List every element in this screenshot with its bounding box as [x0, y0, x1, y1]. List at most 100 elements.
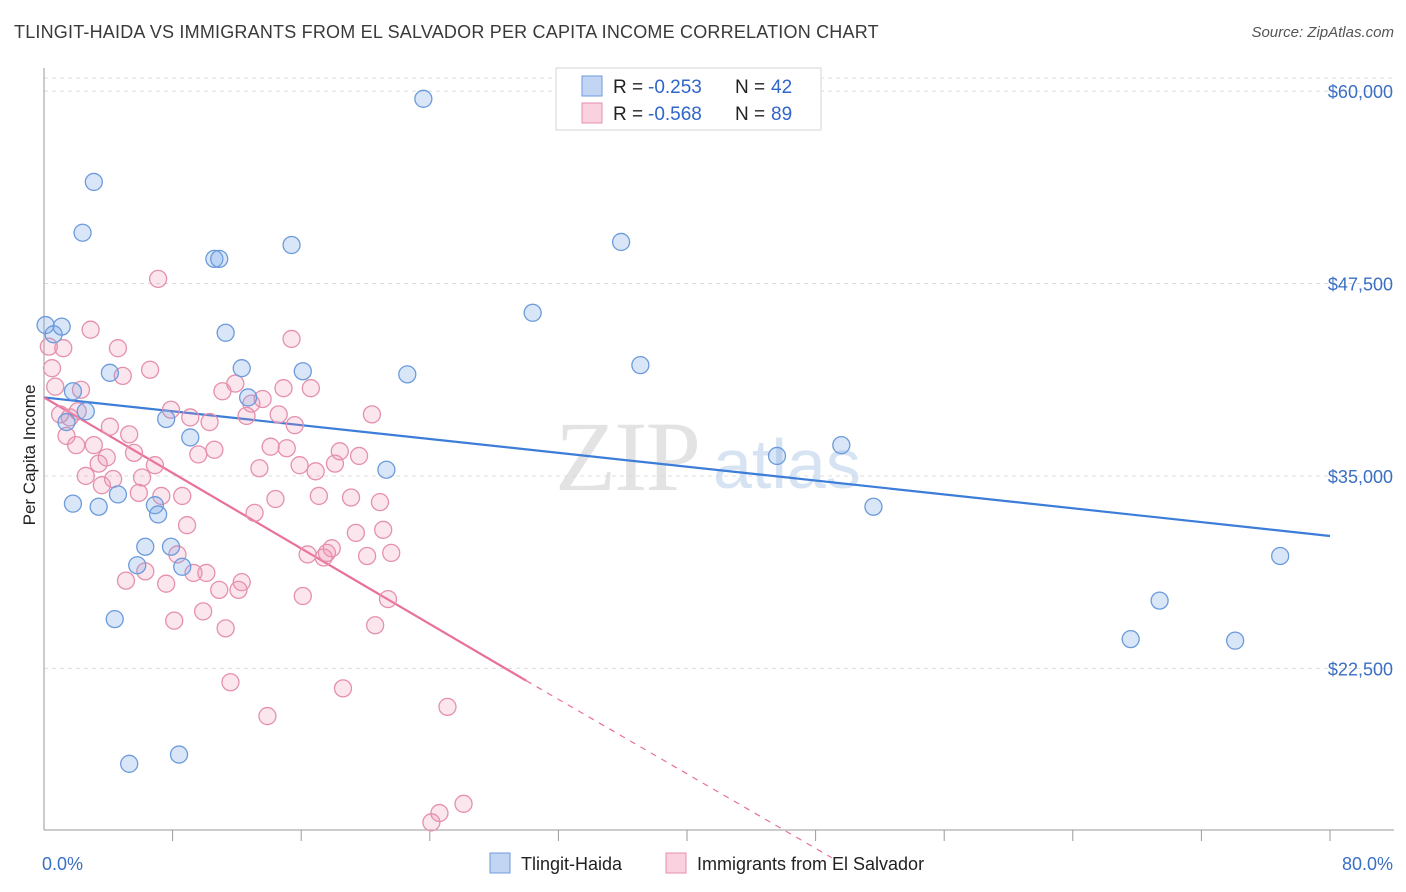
point-el-salvador-72: [333, 679, 353, 698]
y-tick-label-1: $47,500: [1328, 275, 1393, 295]
point-tlingit-haida-32: [414, 89, 433, 108]
y-axis-label: Per Capita Income: [20, 385, 39, 526]
point-el-salvador-16: [108, 339, 128, 358]
legend-swatch-pink: [581, 102, 603, 124]
point-el-salvador-75: [349, 446, 369, 466]
point-el-salvador-34: [181, 408, 200, 427]
point-el-salvador-60: [285, 415, 304, 435]
point-el-salvador-14: [100, 417, 120, 436]
point-el-salvador-82: [382, 543, 401, 563]
point-el-salvador-65: [306, 462, 325, 481]
point-tlingit-haida-19: [161, 537, 181, 556]
point-el-salvador-73: [341, 488, 361, 507]
point-el-salvador-64: [301, 379, 320, 398]
trend-line-tlingit-haida: [43, 396, 1331, 538]
point-tlingit-haida-25: [216, 323, 235, 342]
point-tlingit-haida-37: [832, 436, 851, 455]
series-tlingit-haida-points: [36, 89, 1290, 773]
point-tlingit-haida-38: [864, 497, 883, 516]
point-el-salvador-57: [274, 379, 293, 398]
point-tlingit-haida-36: [767, 446, 787, 466]
point-tlingit-haida-11: [105, 609, 124, 629]
legend-swatch-blue: [581, 75, 603, 97]
point-el-salvador-77: [362, 405, 382, 424]
point-el-salvador-76: [357, 546, 377, 566]
point-el-salvador-27: [152, 486, 171, 506]
point-tlingit-haida-8: [84, 172, 103, 192]
point-tlingit-haida-6: [63, 494, 83, 513]
point-el-salvador-74: [346, 523, 366, 543]
y-tick-labels: $60,000 $47,500 $35,000 $22,500: [1328, 82, 1393, 679]
point-el-salvador-35: [184, 563, 203, 583]
legend-r-value-pink: -0.568: [648, 104, 702, 125]
point-tlingit-haida-3: [57, 412, 76, 432]
series-legend-swatch-pink: [665, 852, 687, 874]
legend-r-value-blue: -0.253: [648, 77, 702, 98]
point-tlingit-haida-10: [100, 363, 120, 382]
point-el-salvador-61: [290, 456, 309, 475]
point-el-salvador-84: [430, 803, 449, 823]
point-tlingit-haida-4: [63, 382, 83, 401]
point-el-salvador-37: [193, 602, 213, 621]
point-el-salvador-1: [42, 359, 62, 378]
point-el-salvador-40: [205, 440, 224, 459]
point-tlingit-haida-41: [1226, 631, 1245, 650]
watermark: ZIP atlas: [555, 401, 861, 512]
point-el-salvador-87: [54, 339, 73, 358]
point-tlingit-haida-24: [210, 249, 229, 269]
point-tlingit-haida-42: [1271, 546, 1290, 566]
correlation-legend-box: [555, 67, 822, 131]
legend-r-label-blue: R =: [613, 77, 643, 98]
point-tlingit-haida-35: [631, 355, 650, 375]
point-el-salvador-81: [378, 589, 398, 609]
point-el-salvador-45: [226, 374, 245, 393]
point-el-salvador-6: [67, 436, 86, 455]
point-tlingit-haida-7: [73, 223, 92, 242]
point-tlingit-haida-18: [157, 409, 176, 429]
point-el-salvador-80: [374, 520, 393, 539]
point-el-salvador-43: [216, 619, 235, 638]
point-el-salvador-50: [245, 503, 264, 523]
point-tlingit-haida-22: [181, 428, 200, 447]
point-tlingit-haida-39: [1121, 629, 1140, 649]
point-tlingit-haida-14: [128, 556, 147, 575]
point-tlingit-haida-17: [148, 505, 168, 524]
chart-title: TLINGIT-HAIDA VS IMMIGRANTS FROM EL SALV…: [14, 22, 879, 42]
point-el-salvador-85: [438, 697, 457, 716]
legend-r-label-pink: R =: [613, 104, 643, 125]
point-el-salvador-38: [197, 563, 216, 583]
point-el-salvador-22: [132, 468, 152, 487]
point-el-salvador-4: [57, 426, 76, 446]
y-tick-label-2: $35,000: [1328, 467, 1393, 487]
correlation-legend: R = -0.253 N = 42 R = -0.568 N = 89: [555, 67, 822, 131]
point-el-salvador-62: [293, 586, 312, 606]
point-el-salvador-32: [173, 486, 192, 506]
watermark-zip: ZIP: [555, 401, 699, 512]
point-el-salvador-44: [221, 673, 240, 692]
point-el-salvador-21: [129, 483, 148, 503]
point-el-salvador-9: [81, 320, 100, 339]
x-tick-label-start: 0.0%: [42, 854, 83, 874]
series-legend-label-blue: Tlingit-Haida: [521, 854, 623, 874]
point-el-salvador-33: [177, 516, 197, 535]
point-el-salvador-54: [261, 437, 280, 456]
point-el-salvador-78: [365, 616, 385, 635]
point-tlingit-haida-34: [611, 232, 631, 252]
point-el-salvador-39: [200, 412, 219, 432]
point-tlingit-haida-12: [108, 485, 128, 504]
point-tlingit-haida-15: [136, 537, 155, 556]
point-el-salvador-69: [322, 539, 341, 558]
x-tick-label-end: 80.0%: [1342, 854, 1393, 874]
point-tlingit-haida-21: [173, 557, 192, 576]
trend-lines: [43, 396, 1331, 859]
series-legend-swatch-blue: [489, 852, 511, 874]
point-el-salvador-24: [140, 360, 160, 379]
point-tlingit-haida-5: [76, 402, 95, 421]
point-el-salvador-71: [330, 442, 349, 461]
point-tlingit-haida-2: [52, 317, 71, 336]
point-el-salvador-51: [250, 459, 269, 478]
point-el-salvador-8: [76, 466, 95, 486]
legend-n-value-blue: 42: [771, 77, 792, 98]
point-el-salvador-10: [84, 436, 103, 455]
y-tick-label-0: $60,000: [1328, 82, 1393, 102]
